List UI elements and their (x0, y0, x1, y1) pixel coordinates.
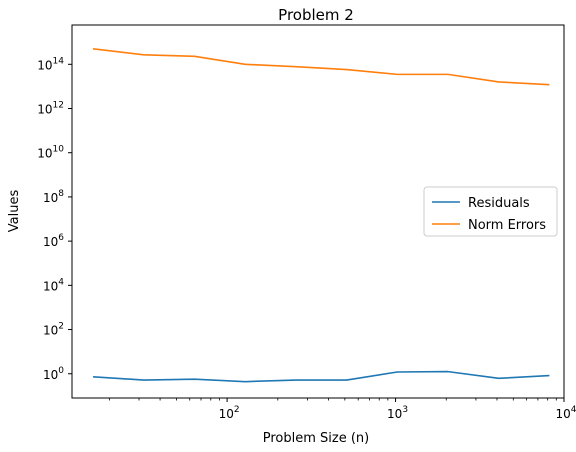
y-tick-label: 102 (43, 322, 64, 338)
series-line-1 (92, 370, 550, 383)
y-tick-label-exponent: 12 (53, 101, 64, 111)
x-tick-label-base: 10 (555, 407, 570, 421)
y-tick-label-base: 10 (37, 147, 52, 161)
y-tick-label-exponent: 2 (58, 322, 64, 332)
y-tick-label-base: 10 (43, 235, 58, 249)
y-axis-label: Values (7, 190, 22, 233)
y-tick-label: 100 (43, 366, 64, 382)
x-tick-label-base: 10 (387, 407, 402, 421)
y-tick-label-base: 10 (43, 368, 58, 382)
y-tick-label-exponent: 4 (58, 277, 64, 287)
legend: Residuals Norm Errors (423, 186, 558, 237)
x-tick-label: 102 (219, 405, 240, 421)
y-tick-label-base: 10 (43, 191, 58, 205)
x-tick-label-exponent: 3 (402, 405, 408, 415)
x-tick-label-base: 10 (219, 407, 234, 421)
x-axis-ticks: 102 103 104 (108, 398, 576, 421)
legend-label: Residuals (468, 196, 530, 211)
chart-title: Problem 2 (278, 6, 354, 24)
x-axis-label: Problem Size (n) (263, 431, 369, 446)
y-tick-label: 1010 (37, 145, 64, 161)
x-tick-label-exponent: 4 (571, 405, 576, 415)
y-tick-label-base: 10 (43, 324, 58, 338)
y-tick-label: 1014 (37, 56, 64, 72)
y-tick-label-exponent: 8 (58, 189, 64, 199)
y-tick-label-exponent: 14 (53, 56, 65, 66)
y-tick-label-exponent: 0 (58, 366, 64, 376)
y-tick-label: 1012 (37, 101, 64, 117)
series-layer (92, 48, 550, 383)
legend-label: Norm Errors (468, 218, 546, 233)
y-tick-label-base: 10 (43, 279, 58, 293)
y-tick-label: 104 (43, 277, 64, 293)
y-tick-label-base: 10 (37, 58, 52, 72)
y-tick-label-exponent: 6 (58, 233, 64, 243)
series-line-2 (92, 48, 550, 86)
y-tick-label: 108 (43, 189, 64, 205)
x-tick-label: 103 (387, 405, 408, 421)
y-tick-label-exponent: 10 (53, 145, 65, 155)
plot-frame (71, 24, 565, 399)
x-tick-label: 104 (555, 405, 576, 421)
x-tick-label-exponent: 2 (234, 405, 240, 415)
y-tick-label: 106 (43, 233, 64, 249)
y-tick-label-base: 10 (37, 103, 52, 117)
